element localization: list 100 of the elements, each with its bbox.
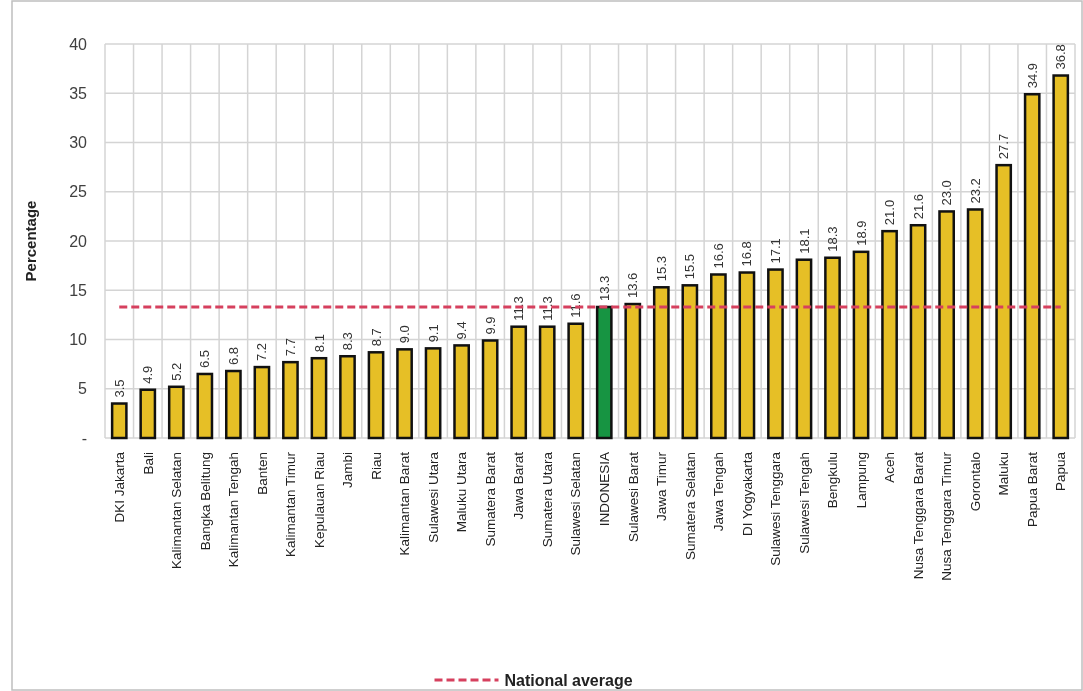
bar (453, 344, 470, 440)
data-label: 11.3 (539, 296, 555, 321)
x-tick-label: Jambi (340, 452, 356, 489)
bar (824, 256, 841, 440)
bar (481, 339, 499, 440)
x-tick-label: DI Yogyakarta (739, 451, 755, 537)
bar (167, 385, 185, 440)
data-label: 8.7 (368, 328, 384, 347)
x-tick-label: Kalimantan Tengah (226, 452, 242, 568)
data-label: 4.9 (140, 365, 156, 384)
bar (909, 223, 927, 440)
x-tick-label: Kepulauan Riau (311, 452, 327, 549)
bar (852, 250, 870, 440)
bar (738, 271, 756, 440)
legend-label: National average (504, 671, 633, 689)
x-tick-label: Jawa Tengah (711, 452, 727, 532)
data-label: 34.9 (1024, 62, 1040, 89)
bar (1052, 74, 1070, 440)
bar (367, 351, 385, 440)
bar (424, 347, 442, 440)
data-label: 27.7 (996, 133, 1012, 160)
bar (310, 356, 328, 440)
x-tick-label: Jawa Timur (654, 451, 670, 522)
y-tick-label: 40 (69, 35, 88, 53)
y-tick-label: - (81, 429, 87, 447)
x-tick-label: Papua Barat (1024, 451, 1040, 528)
y-tick-label: 30 (69, 134, 88, 152)
data-label: 15.5 (682, 254, 698, 280)
data-label: 13.3 (596, 275, 612, 301)
x-tick-label: Kalimantan Barat (397, 451, 413, 556)
data-label: 11.3 (511, 296, 527, 321)
bar (624, 302, 642, 440)
bar (139, 388, 157, 440)
data-label: 6.5 (197, 349, 213, 368)
data-label: 23.2 (967, 178, 983, 204)
x-tick-label: Sumatera Selatan (682, 452, 698, 561)
x-tick-label: Nusa Tenggara Timur (939, 451, 955, 581)
data-label: 15.3 (653, 255, 669, 282)
y-axis-title: Percentage (22, 200, 39, 282)
data-label: 13.6 (625, 272, 641, 299)
data-label: 23.0 (939, 180, 955, 206)
bar (767, 268, 784, 440)
data-label: 9.4 (454, 321, 470, 340)
x-tick-label: INDONESIA (596, 452, 612, 527)
x-tick-label: Jawa Barat (511, 451, 527, 520)
bar (510, 325, 528, 440)
data-label: 6.8 (225, 346, 241, 366)
data-label: 36.8 (1053, 44, 1069, 70)
bar (995, 163, 1013, 440)
x-tick-label: Kalimantan Selatan (169, 452, 185, 570)
x-tick-label: Sulawesi Utara (425, 451, 441, 543)
data-label: 16.6 (710, 243, 726, 269)
x-tick-label: Bali (140, 452, 156, 475)
x-tick-label: Bengkulu (825, 452, 841, 509)
x-tick-label: Lampung (853, 452, 869, 509)
bar (396, 348, 413, 440)
bar (595, 305, 613, 440)
x-tick-label: Aceh (882, 452, 898, 483)
bar (710, 273, 727, 440)
bar (110, 402, 128, 440)
data-label: 9.0 (397, 325, 413, 344)
data-label: 8.3 (340, 332, 356, 351)
data-label: 21.6 (910, 193, 926, 220)
x-tick-label: Sulawesi Selatan (568, 452, 584, 556)
y-tick-label: 15 (69, 281, 88, 299)
data-label: 16.8 (739, 241, 755, 267)
x-tick-label: Sumatera Utara (539, 451, 555, 548)
x-tick-label: Sulawesi Tenggara (768, 451, 784, 566)
x-tick-label: Riau (368, 452, 384, 480)
x-tick-label: Sulawesi Barat (625, 451, 641, 543)
data-label: 8.1 (311, 334, 327, 353)
x-tick-label: DKI Jakarta (111, 451, 127, 523)
data-label: 9.1 (425, 324, 441, 343)
data-label: 17.1 (767, 238, 783, 264)
x-tick-label: Maluku (996, 452, 1012, 496)
y-tick-label: 35 (69, 84, 88, 102)
x-tick-label: Sulawesi Tengah (796, 452, 812, 554)
x-tick-label: Bangka Belitung (197, 452, 213, 551)
x-tick-label: Banten (254, 452, 270, 495)
bar (1023, 92, 1041, 440)
x-tick-label: Sumatera Barat (482, 451, 498, 547)
bar (795, 258, 813, 440)
bar (681, 284, 699, 440)
y-tick-label: 25 (69, 183, 88, 201)
bar (339, 355, 356, 440)
data-label: 5.2 (168, 362, 184, 381)
data-label: 18.1 (796, 228, 812, 254)
bar (881, 229, 898, 440)
data-label: 9.9 (482, 316, 498, 335)
bar (253, 365, 271, 440)
bar (652, 286, 670, 440)
bar (196, 372, 214, 440)
data-label: 7.2 (254, 343, 270, 362)
data-label: 7.7 (282, 338, 298, 357)
x-tick-label: Nusa Tenggara Barat (910, 451, 926, 580)
x-tick-label: Kalimantan Timur (283, 451, 299, 558)
data-label: 18.3 (825, 226, 841, 252)
y-tick-label: 5 (78, 380, 88, 398)
data-label: 3.5 (111, 379, 127, 398)
data-label: 21.0 (882, 199, 898, 226)
